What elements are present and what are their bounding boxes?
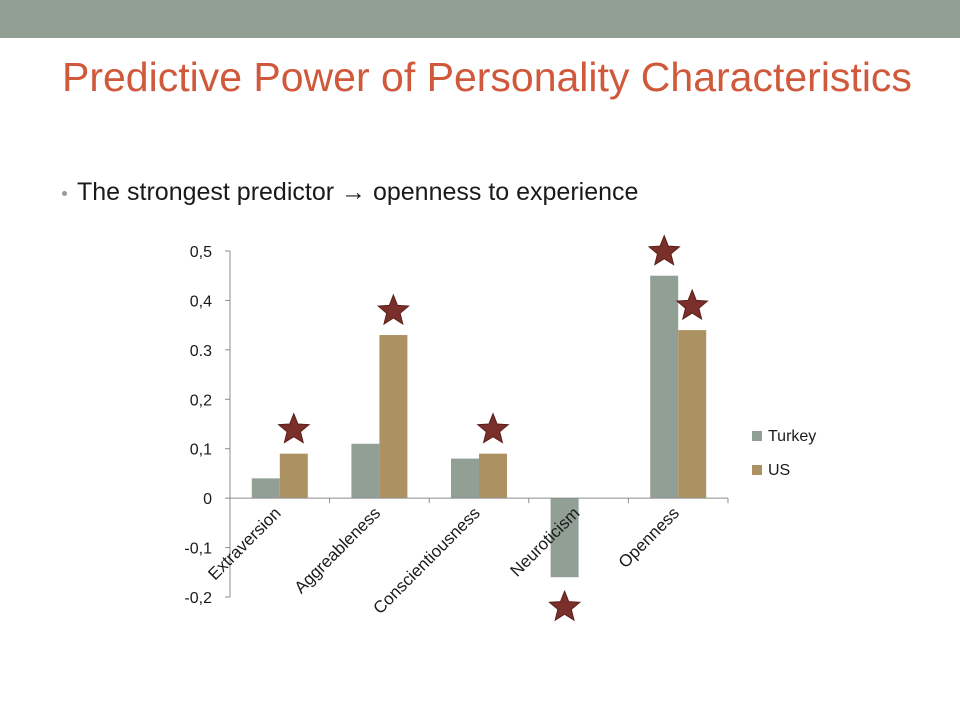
- slide-title: Predictive Power of Personality Characte…: [62, 54, 912, 100]
- bar-us-openness: [678, 330, 707, 499]
- star-icon: [277, 412, 311, 444]
- bar-turkey-conscientiousness: [451, 458, 479, 499]
- bar-us-aggreableness: [379, 335, 408, 499]
- legend-swatch-turkey: [752, 431, 762, 441]
- x-category-label: Extraversion: [204, 504, 284, 584]
- x-category-label: Openness: [615, 504, 683, 572]
- x-category-label: Conscientiousness: [369, 504, 483, 618]
- star-icon: [476, 412, 510, 444]
- y-tick-label: 0,4: [190, 293, 212, 310]
- top-accent-bar: [0, 0, 960, 38]
- legend-label-us: US: [768, 462, 790, 479]
- star-icon: [548, 589, 582, 622]
- y-tick-label: 0,2: [190, 392, 212, 409]
- bullet-dot-icon: [62, 191, 67, 196]
- bar-turkey-openness: [650, 275, 679, 499]
- legend-swatch-us: [752, 465, 762, 475]
- bar-turkey-extraversion: [251, 478, 280, 499]
- y-axis: 0,5 0,4 0.3 0,2 0,1 0 -0,1 -0,2: [184, 244, 231, 607]
- bar-us-conscientiousness: [479, 453, 507, 499]
- bar-us-extraversion: [279, 453, 308, 499]
- star-icon: [647, 234, 681, 266]
- bar-turkey-neuroticism: [550, 498, 579, 578]
- bar-turkey-aggreableness: [351, 443, 380, 499]
- y-tick-label: -0,2: [184, 590, 212, 607]
- y-tick-label: 0.3: [190, 343, 212, 360]
- legend: Turkey US: [752, 428, 816, 479]
- y-tick-label: 0,1: [190, 442, 212, 459]
- significance-stars: [277, 234, 709, 622]
- bullet-point: The strongest predictor → openness to ex…: [62, 178, 638, 207]
- star-icon: [675, 288, 709, 321]
- y-tick-label: 0: [203, 491, 212, 508]
- y-axis-ticks: 0,5 0,4 0.3 0,2 0,1 0 -0,1 -0,2: [184, 244, 230, 607]
- x-axis-labels: Extraversion AggreablenessConscientiousne…: [204, 504, 683, 618]
- y-tick-label: 0,5: [190, 244, 212, 261]
- bullet-text: The strongest predictor → openness to ex…: [77, 178, 639, 206]
- x-axis-ticks: [229, 498, 729, 504]
- bars-group: [251, 275, 707, 578]
- legend-label-turkey: Turkey: [768, 428, 816, 445]
- y-tick-label: -0,1: [184, 541, 212, 558]
- x-category-label: Aggreableness: [291, 504, 385, 598]
- star-icon: [376, 293, 410, 326]
